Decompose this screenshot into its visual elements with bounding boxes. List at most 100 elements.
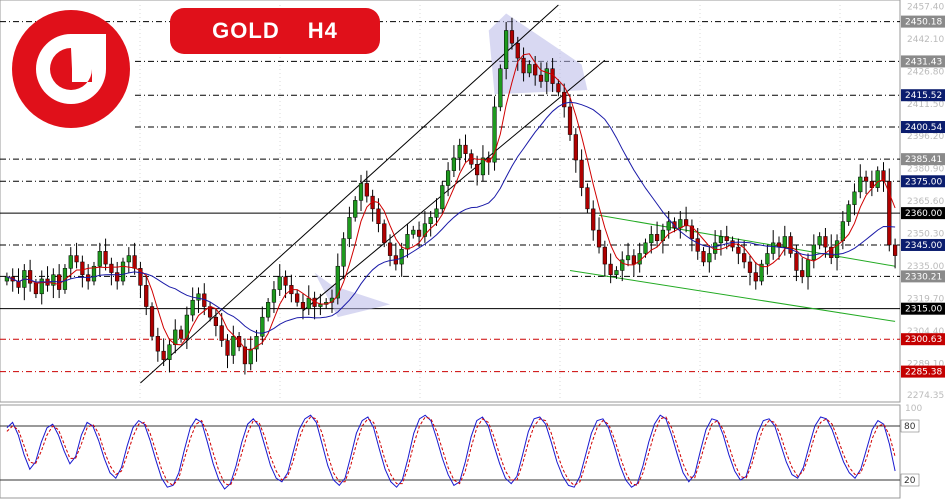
price-level-tag: 2375.00 xyxy=(901,175,945,188)
candle-body xyxy=(318,304,323,307)
candle-body xyxy=(527,64,532,74)
candle-body xyxy=(701,251,706,263)
candle-body xyxy=(295,293,300,303)
price-tick-label: 2335.00 xyxy=(907,262,944,272)
oscillator-level-label: 20 xyxy=(904,476,916,486)
candle-body xyxy=(794,253,799,271)
price-level-tag: 2345.00 xyxy=(901,238,945,251)
candle-body xyxy=(149,306,155,337)
candle-body xyxy=(74,255,79,263)
candle-body xyxy=(591,208,596,231)
candle-body xyxy=(347,217,352,239)
candle-body xyxy=(782,236,787,248)
candle-body xyxy=(649,234,654,244)
price-level-tag: 2315.00 xyxy=(901,302,945,315)
candle-body xyxy=(515,42,520,59)
candle-body xyxy=(144,285,149,307)
oscillator-line xyxy=(6,416,896,487)
candle-body xyxy=(80,261,85,275)
candle-body xyxy=(399,248,404,265)
candle-body xyxy=(637,253,642,265)
candle-body xyxy=(718,236,724,244)
price-tick-label: 2396.20 xyxy=(907,132,944,142)
candle-body xyxy=(846,204,851,222)
candle-body xyxy=(457,144,462,159)
price-level-label: 2285.38 xyxy=(905,368,942,378)
price-level-tag: 2431.43 xyxy=(901,55,945,68)
candle-body xyxy=(416,229,422,237)
candle-body xyxy=(887,181,892,246)
candle-body xyxy=(463,144,468,154)
price-level-label: 2400.54 xyxy=(905,123,942,133)
candle-body xyxy=(742,253,747,263)
price-tick-label: 2426.80 xyxy=(907,67,944,77)
candles xyxy=(4,17,898,375)
candle-body xyxy=(620,259,625,271)
price-level-label: 2345.00 xyxy=(905,241,942,251)
candle-body xyxy=(858,176,863,193)
candle-body xyxy=(533,64,538,76)
candle-body xyxy=(225,340,230,356)
candle-body xyxy=(428,217,433,224)
candle-body xyxy=(643,242,648,254)
candle-body xyxy=(277,276,282,290)
main-grid xyxy=(0,0,901,403)
candle-body xyxy=(353,200,358,218)
price-level-label: 2431.43 xyxy=(905,57,942,67)
candle-body xyxy=(335,265,340,299)
price-level-tag: 2285.38 xyxy=(901,365,945,378)
price-tick-label: 2319.70 xyxy=(907,295,944,305)
candle-body xyxy=(805,259,811,278)
candle-body xyxy=(178,329,184,339)
price-level-tag: 2385.41 xyxy=(901,153,945,166)
price-tick-label: 2442.10 xyxy=(907,35,944,45)
candle-body xyxy=(120,261,126,282)
candle-body xyxy=(689,225,695,239)
candle-body xyxy=(823,236,828,248)
candle-body xyxy=(445,170,451,186)
broker-logo-icon xyxy=(12,10,130,128)
symbol-badge: GOLD H4 xyxy=(170,8,380,54)
price-level-tag: 2300.63 xyxy=(901,333,945,346)
price-tick-label: 2289.10 xyxy=(907,360,944,370)
candle-body xyxy=(475,164,480,176)
candle-body xyxy=(631,255,636,265)
trendline xyxy=(302,59,606,312)
candle-body xyxy=(231,336,236,356)
price-level-label: 2300.63 xyxy=(905,335,942,345)
candle-body xyxy=(39,278,44,295)
candle-body xyxy=(881,170,886,182)
candle-body xyxy=(817,236,822,246)
candle-body xyxy=(602,246,607,265)
candle-body xyxy=(678,219,683,229)
candle-body xyxy=(283,276,288,286)
price-level-tag: 2450.18 xyxy=(901,15,945,28)
candle-body xyxy=(724,236,729,241)
candle-body xyxy=(892,244,898,256)
shaded-triangle-top xyxy=(488,13,588,95)
candle-body xyxy=(625,255,631,261)
candle-body xyxy=(852,191,857,205)
candle-body xyxy=(28,270,33,284)
price-tick-label: 2304.40 xyxy=(907,327,944,337)
price-level-label: 2315.00 xyxy=(905,305,942,315)
candle-body xyxy=(126,255,131,263)
candle-body xyxy=(672,221,677,229)
price-tick-label: 2350.30 xyxy=(907,230,944,240)
candle-body xyxy=(91,265,97,282)
candle-body xyxy=(382,223,387,244)
price-level-label: 2415.52 xyxy=(905,91,942,101)
candle-body xyxy=(863,176,869,182)
candle-body xyxy=(68,255,73,269)
oscillator-level-label: 80 xyxy=(904,422,916,432)
moving-average-line xyxy=(6,53,896,351)
candle-body xyxy=(422,223,427,237)
main-frame xyxy=(0,0,901,403)
candle-body xyxy=(161,350,166,360)
price-level-tag: 2400.54 xyxy=(901,121,945,134)
candle-body xyxy=(138,268,143,286)
level-labels: 2450.18 2431.43 2415.52 2400.54 2385.41 2375.… xyxy=(901,15,945,378)
candle-body xyxy=(219,325,224,341)
candle-body xyxy=(509,30,515,44)
